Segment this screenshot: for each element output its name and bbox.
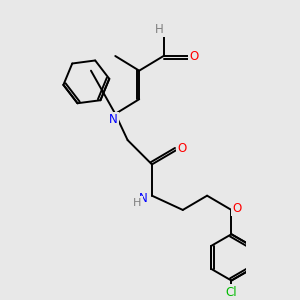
Text: N: N xyxy=(109,113,118,126)
Text: Cl: Cl xyxy=(226,286,237,298)
Text: O: O xyxy=(177,142,187,155)
Text: O: O xyxy=(189,50,198,62)
Text: H: H xyxy=(133,198,142,208)
Text: N: N xyxy=(139,192,148,205)
Text: H: H xyxy=(154,23,163,36)
Text: O: O xyxy=(232,202,242,214)
